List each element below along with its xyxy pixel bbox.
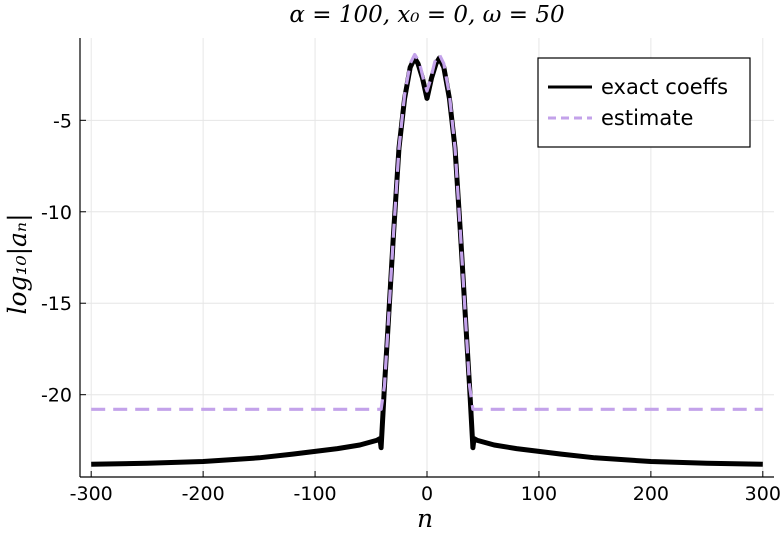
- chart-title: α = 100, x₀ = 0, ω = 50: [289, 2, 564, 28]
- y-axis-label: log₁₀|aₙ|: [3, 214, 33, 315]
- x-tick-label: 200: [633, 483, 669, 505]
- y-tick-label: -15: [41, 293, 72, 315]
- series-line-estimate: [91, 52, 763, 411]
- y-tick-labels: -5 -10 -15 -20: [41, 110, 72, 406]
- legend-label-estimate: estimate: [601, 106, 693, 130]
- y-tick-label: -5: [53, 110, 72, 132]
- legend-label-exact: exact coeffs: [601, 75, 728, 99]
- x-tick-labels: -300 -200 -100 0 100 200 300: [70, 483, 781, 505]
- x-tick-label: 300: [745, 483, 781, 505]
- plot-series: [91, 52, 763, 467]
- x-axis-label: n: [417, 504, 433, 533]
- series-line-exact-coeffs: [91, 55, 763, 467]
- x-tick-label: 0: [421, 483, 433, 505]
- legend: exact coeffs estimate: [537, 57, 751, 148]
- x-tick-label: -200: [182, 483, 225, 505]
- x-tick-label: -300: [70, 483, 113, 505]
- x-tick-label: -100: [294, 483, 337, 505]
- legend-box: [537, 57, 751, 148]
- axes: [79, 38, 774, 478]
- y-tick-label: -20: [41, 385, 72, 407]
- x-tick-label: 100: [521, 483, 557, 505]
- y-tick-label: -10: [41, 202, 72, 224]
